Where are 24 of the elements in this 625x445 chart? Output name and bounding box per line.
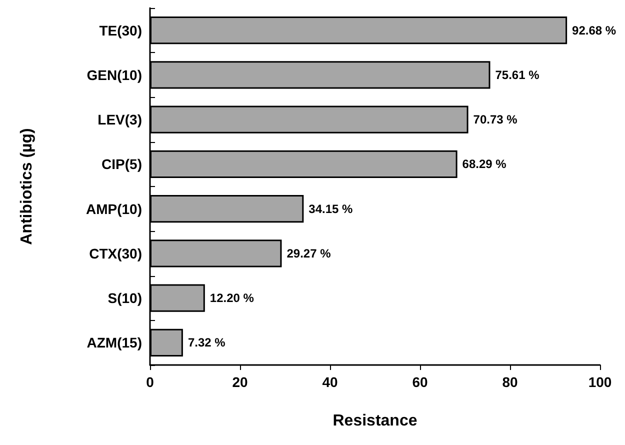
y-tick-label: TE(30) xyxy=(99,22,142,38)
y-tick-label: CIP(5) xyxy=(102,156,142,172)
data-label: 29.27 % xyxy=(286,246,332,260)
x-tick-label: 40 xyxy=(322,374,338,390)
y-tick-label: GEN(10) xyxy=(86,66,142,83)
y-tick-label: S(10) xyxy=(108,290,142,306)
y-tick-label: LEV(3) xyxy=(98,112,142,128)
y-tick-label: CTX(30) xyxy=(89,245,142,262)
x-tick-label: 20 xyxy=(232,374,248,390)
data-label: 75.61 % xyxy=(495,68,540,82)
data-label: 12.20 % xyxy=(210,291,254,306)
data-label: 68.29 % xyxy=(462,157,507,172)
data-label: 34.15 % xyxy=(308,202,354,216)
x-tick-label: 100 xyxy=(588,374,612,390)
x-tick-label: 80 xyxy=(502,374,518,390)
data-label: 7.32 % xyxy=(188,336,226,350)
y-tick-label: AZM(15) xyxy=(86,334,142,351)
data-label: 92.68 % xyxy=(572,23,616,38)
x-tick-label: 0 xyxy=(146,374,154,390)
data-label: 70.73 % xyxy=(473,112,518,127)
y-axis-title: Antibiotics (µg) xyxy=(18,128,36,245)
y-tick-label: AMP(10) xyxy=(86,200,142,217)
x-tick-label: 60 xyxy=(412,374,428,390)
x-axis-title: Resistance xyxy=(332,412,418,430)
